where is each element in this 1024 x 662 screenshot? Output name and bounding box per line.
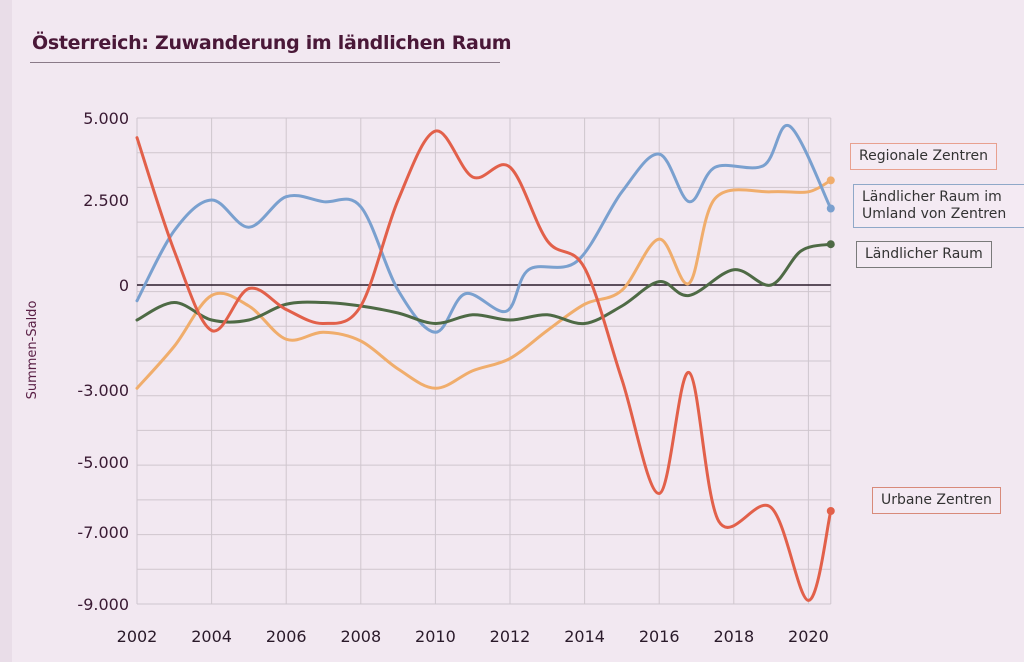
series-line-regionale-zentren bbox=[135, 178, 833, 390]
x-tick-label: 2008 bbox=[340, 627, 381, 646]
y-tick-label: -7.000 bbox=[77, 523, 129, 542]
x-tick-label: 2020 bbox=[788, 627, 829, 646]
chart-title: Österreich: Zuwanderung im ländlichen Ra… bbox=[32, 32, 512, 54]
y-tick-label: -3.000 bbox=[77, 381, 129, 400]
title-underline bbox=[30, 62, 500, 63]
y-tick-label: -9.000 bbox=[77, 595, 129, 614]
series-line-ländlicher-raum-im-umland-von-zentren bbox=[135, 123, 833, 334]
series-end-marker bbox=[826, 507, 835, 515]
x-tick-label: 2004 bbox=[191, 627, 232, 646]
x-tick-label: 2012 bbox=[490, 627, 531, 646]
y-tick-label: 2.500 bbox=[83, 191, 129, 210]
x-tick-label: 2018 bbox=[713, 627, 754, 646]
x-tick-label: 2014 bbox=[564, 627, 605, 646]
series-line-urbane-zentren bbox=[135, 129, 833, 602]
legend-item: Ländlicher Raum im Umland von Zentren bbox=[853, 184, 1024, 228]
series-end-marker bbox=[826, 176, 835, 185]
page-edge bbox=[0, 0, 12, 662]
y-tick-label: 0 bbox=[119, 276, 129, 295]
x-tick-label: 2002 bbox=[117, 627, 158, 646]
y-tick-label: -5.000 bbox=[77, 453, 129, 472]
series-line-ländlicher-raum bbox=[135, 242, 833, 326]
series-end-marker bbox=[826, 240, 835, 249]
legend-item: Urbane Zentren bbox=[872, 487, 1001, 514]
legend-item: Ländlicher Raum bbox=[856, 241, 992, 268]
legend-item: Regionale Zentren bbox=[850, 143, 997, 170]
x-tick-label: 2016 bbox=[639, 627, 680, 646]
x-tick-label: 2006 bbox=[266, 627, 307, 646]
y-axis-label: Summen-Saldo bbox=[25, 301, 40, 400]
series-end-marker bbox=[826, 204, 835, 213]
y-tick-label: 5.000 bbox=[83, 109, 129, 128]
x-tick-label: 2010 bbox=[415, 627, 456, 646]
